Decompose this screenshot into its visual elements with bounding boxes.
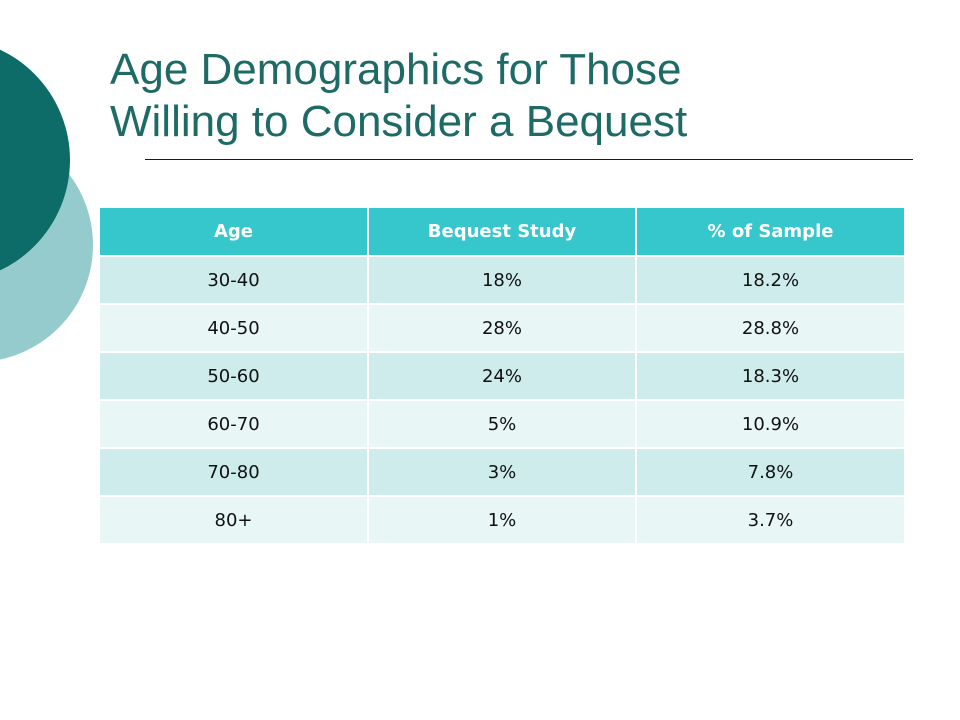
cell-age: 80+ <box>100 496 369 545</box>
dark-teal-circle <box>0 49 70 271</box>
cell-bequest-study: 28% <box>368 304 637 353</box>
cell-age: 60-70 <box>100 400 369 449</box>
cell-age: 50-60 <box>100 352 369 401</box>
table-row: 50-60 24% 18.3% <box>100 352 904 401</box>
cell-age: 40-50 <box>100 304 369 353</box>
title-underline <box>145 159 913 160</box>
table-row: 60-70 5% 10.9% <box>100 400 904 449</box>
cell-percent-of-sample: 18.3% <box>636 352 904 401</box>
cell-bequest-study: 24% <box>368 352 637 401</box>
cell-bequest-study: 3% <box>368 448 637 497</box>
header-percent-of-sample: % of Sample <box>636 208 904 257</box>
cell-bequest-study: 1% <box>368 496 637 545</box>
header-age: Age <box>100 208 369 257</box>
cell-percent-of-sample: 3.7% <box>636 496 904 545</box>
title-line-2: Willing to Consider a Bequest <box>110 97 688 146</box>
decorative-circles <box>0 49 93 360</box>
cell-age: 70-80 <box>100 448 369 497</box>
title-line-1: Age Demographics for Those <box>110 45 682 94</box>
table-row: 30-40 18% 18.2% <box>100 256 904 305</box>
table-row: 70-80 3% 7.8% <box>100 448 904 497</box>
age-demographics-table: Age Bequest Study % of Sample 30-40 18% … <box>100 208 904 545</box>
header-bequest-study: Bequest Study <box>368 208 637 257</box>
cell-bequest-study: 5% <box>368 400 637 449</box>
cell-bequest-study: 18% <box>368 256 637 305</box>
table-row: 80+ 1% 3.7% <box>100 496 904 545</box>
slide-title: Age Demographics for Those Willing to Co… <box>110 44 910 148</box>
cell-age: 30-40 <box>100 256 369 305</box>
cell-percent-of-sample: 28.8% <box>636 304 904 353</box>
cell-percent-of-sample: 10.9% <box>636 400 904 449</box>
table-header-row: Age Bequest Study % of Sample <box>100 208 904 257</box>
cell-percent-of-sample: 18.2% <box>636 256 904 305</box>
table-row: 40-50 28% 28.8% <box>100 304 904 353</box>
cell-percent-of-sample: 7.8% <box>636 448 904 497</box>
